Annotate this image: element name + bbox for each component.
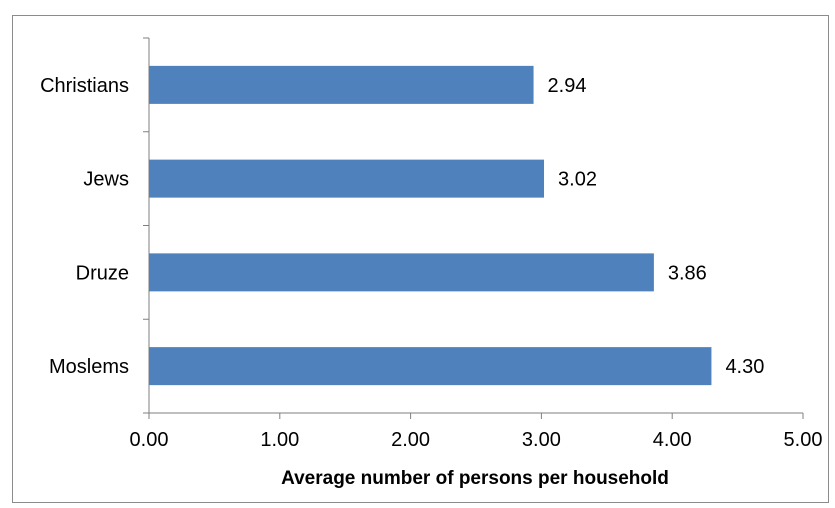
bars xyxy=(149,65,712,386)
x-tick-label: 1.00 xyxy=(260,429,299,451)
data-label: 2.94 xyxy=(548,75,587,97)
bar-druze xyxy=(149,253,654,292)
x-tick-label: 0.00 xyxy=(130,429,169,451)
x-axis-title: Average number of persons per household xyxy=(281,468,669,489)
x-tick-label: 5.00 xyxy=(784,429,823,451)
bar-christians xyxy=(149,65,534,104)
x-tick-label: 4.00 xyxy=(653,429,692,451)
category-label: Jews xyxy=(83,169,129,191)
category-label: Christians xyxy=(40,75,129,97)
category-label: Druze xyxy=(76,262,129,284)
data-label: 4.30 xyxy=(725,356,764,378)
bar-moslems xyxy=(149,347,712,386)
bar-jews xyxy=(149,159,545,198)
category-label: Moslems xyxy=(49,356,129,378)
data-label: 3.86 xyxy=(668,262,707,284)
x-tick-label: 3.00 xyxy=(522,429,561,451)
data-label: 3.02 xyxy=(558,169,597,191)
x-tick-label: 2.00 xyxy=(391,429,430,451)
labels: 0.00 1.00 2.00 3.00 4.00 5.00 Christians 2.94 Je… xyxy=(40,75,822,451)
